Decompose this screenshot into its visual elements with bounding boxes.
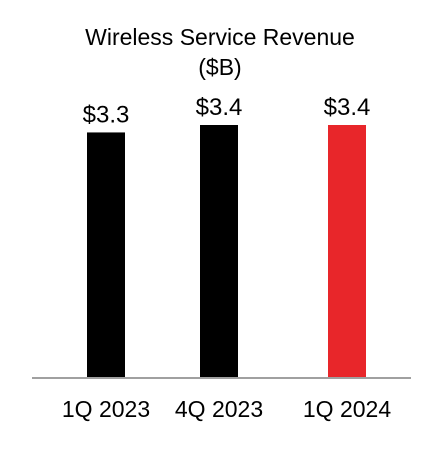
bars-layer — [87, 125, 366, 378]
bar-4q-2023 — [200, 125, 238, 378]
bar-1q-2024 — [328, 125, 366, 378]
chart-title: Wireless Service Revenue — [85, 24, 355, 50]
labels-layer: $3.3 1Q 2023 $3.4 4Q 2023 $3.4 1Q 2024 — [62, 94, 391, 422]
data-label: $3.4 — [324, 94, 371, 121]
x-tick-label: 1Q 2023 — [62, 396, 150, 422]
data-label: $3.4 — [196, 94, 243, 121]
x-tick-label: 4Q 2023 — [175, 396, 263, 422]
x-tick-label: 1Q 2024 — [303, 396, 391, 422]
bar-1q-2023 — [87, 132, 125, 378]
chart-subtitle: ($B) — [198, 54, 242, 80]
chart-title-block: Wireless Service Revenue ($B) — [0, 22, 440, 82]
data-label: $3.3 — [83, 101, 130, 128]
